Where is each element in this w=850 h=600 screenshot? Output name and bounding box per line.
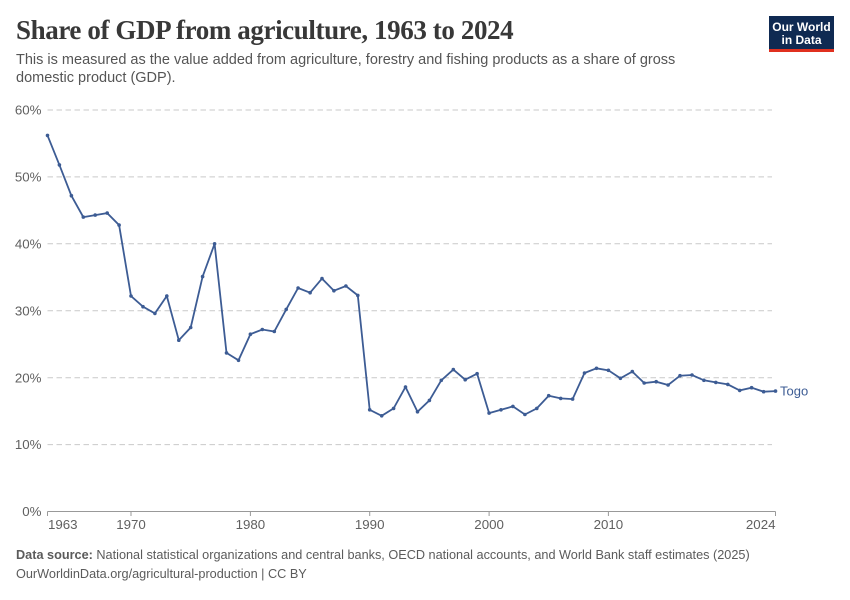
svg-text:40%: 40% (15, 236, 42, 251)
svg-text:0%: 0% (22, 504, 41, 519)
svg-text:2024: 2024 (746, 517, 776, 532)
svg-text:1980: 1980 (236, 517, 266, 532)
svg-text:1970: 1970 (116, 517, 146, 532)
svg-text:20%: 20% (15, 370, 42, 385)
svg-text:30%: 30% (15, 303, 42, 318)
svg-text:60%: 60% (15, 103, 42, 118)
svg-text:2010: 2010 (594, 517, 624, 532)
svg-text:1963: 1963 (48, 517, 78, 532)
svg-text:10%: 10% (15, 437, 42, 452)
svg-text:2000: 2000 (474, 517, 504, 532)
svg-text:50%: 50% (15, 170, 42, 185)
svg-text:Togo: Togo (780, 384, 808, 399)
svg-text:1990: 1990 (355, 517, 385, 532)
